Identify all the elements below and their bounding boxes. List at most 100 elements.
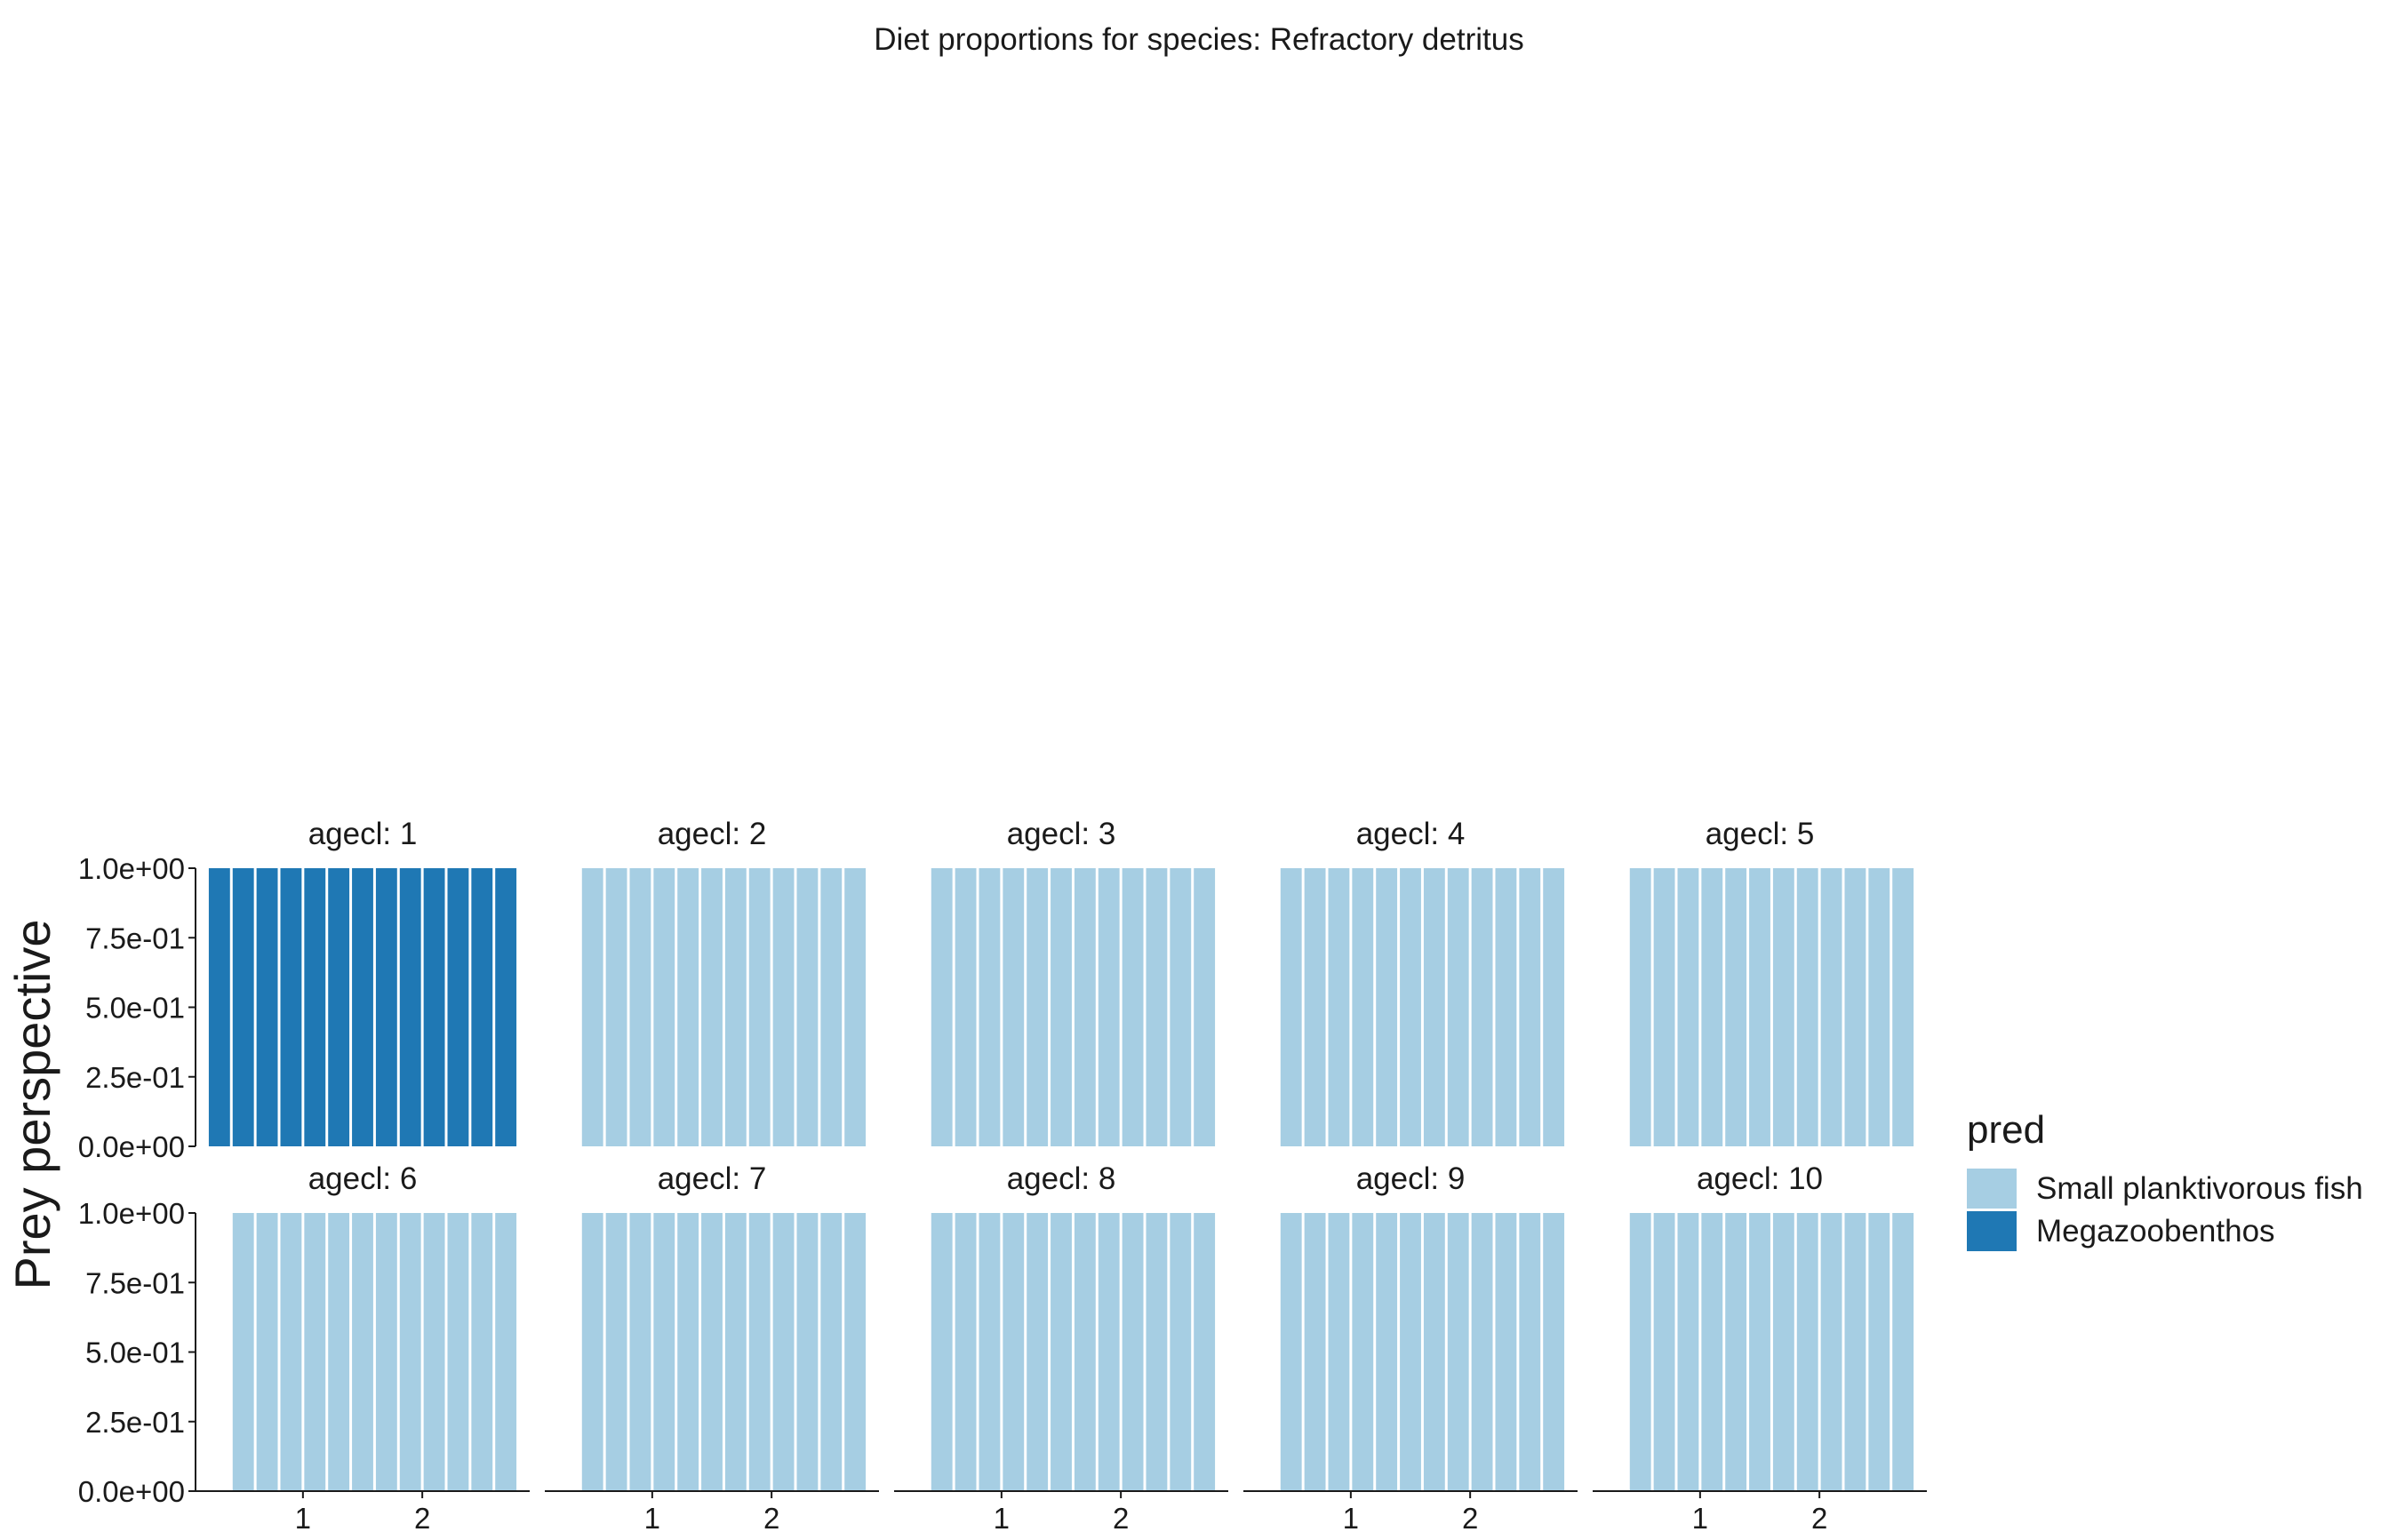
facet-panel: agecl: 1 0.0e+00 2.5e-01 5.0e-01 7.5e-01 1.0e… bbox=[78, 817, 517, 1163]
bar bbox=[208, 868, 230, 1146]
bar bbox=[1725, 1213, 1747, 1491]
bar bbox=[1304, 868, 1326, 1146]
bar bbox=[1820, 1213, 1842, 1491]
bar bbox=[256, 1213, 278, 1491]
bar bbox=[1820, 868, 1842, 1146]
bar bbox=[955, 1213, 977, 1491]
facet-strip-label: agecl: 5 bbox=[1706, 817, 1815, 851]
bar bbox=[1653, 1213, 1675, 1491]
facet-strip-label: agecl: 9 bbox=[1356, 1161, 1466, 1196]
bar bbox=[1170, 1213, 1192, 1491]
bar bbox=[1328, 868, 1350, 1146]
bar bbox=[1653, 868, 1675, 1146]
legend-item: Small planktivorous fish bbox=[1967, 1169, 2363, 1209]
x-tick-label: 2 bbox=[1462, 1502, 1478, 1535]
bar bbox=[931, 868, 953, 1146]
bar bbox=[1471, 1213, 1493, 1491]
bar bbox=[423, 1213, 445, 1491]
bar bbox=[1543, 868, 1565, 1146]
bar bbox=[304, 868, 326, 1146]
bar bbox=[1352, 1213, 1374, 1491]
facet-strip-label: agecl: 6 bbox=[308, 1161, 418, 1196]
bar bbox=[1495, 868, 1517, 1146]
bar bbox=[724, 868, 747, 1146]
chart-title: Diet proportions for species: Refractory… bbox=[874, 22, 1523, 57]
y-axis-label: Prey perspective bbox=[4, 919, 60, 1289]
bar bbox=[677, 868, 699, 1146]
bar bbox=[1074, 868, 1096, 1146]
bar bbox=[605, 1213, 627, 1491]
bar bbox=[1400, 1213, 1421, 1491]
bar bbox=[1328, 1213, 1350, 1491]
bar bbox=[1629, 1213, 1651, 1491]
bar bbox=[1098, 868, 1120, 1146]
bar bbox=[748, 868, 771, 1146]
bar bbox=[1304, 1213, 1326, 1491]
bar bbox=[629, 868, 651, 1146]
bar bbox=[1677, 1213, 1699, 1491]
bar bbox=[724, 1213, 747, 1491]
facet-panels: agecl: 1 0.0e+00 2.5e-01 5.0e-01 7.5e-01 1.0e… bbox=[78, 817, 1927, 1535]
y-tick-label: 0.0e+00 bbox=[78, 1475, 185, 1508]
bar bbox=[1772, 1213, 1794, 1491]
bar bbox=[375, 1213, 397, 1491]
facet-strip-label: agecl: 10 bbox=[1697, 1161, 1823, 1196]
bar bbox=[1376, 1213, 1398, 1491]
x-tick-label: 2 bbox=[414, 1502, 430, 1535]
y-tick-label: 5.0e-01 bbox=[85, 992, 185, 1025]
legend: pred Small planktivorous fish Megazoobent… bbox=[1967, 1108, 2363, 1251]
bar bbox=[328, 868, 350, 1146]
bar bbox=[256, 868, 278, 1146]
bar bbox=[931, 1213, 953, 1491]
bar bbox=[1400, 868, 1421, 1146]
x-tick-label: 1 bbox=[295, 1502, 311, 1535]
facet-strip-label: agecl: 3 bbox=[1007, 817, 1116, 851]
y-tick-label: 2.5e-01 bbox=[85, 1406, 185, 1439]
y-tick-label: 7.5e-01 bbox=[85, 922, 185, 954]
bar bbox=[1051, 1213, 1072, 1491]
bar bbox=[495, 868, 517, 1146]
y-tick-label: 7.5e-01 bbox=[85, 1266, 185, 1299]
facet-panel: agecl: 7 1 2 bbox=[545, 1161, 879, 1535]
bar bbox=[748, 1213, 771, 1491]
bar bbox=[979, 1213, 1001, 1491]
bar bbox=[1543, 1213, 1565, 1491]
x-tick-label: 1 bbox=[1343, 1502, 1359, 1535]
bar bbox=[1146, 1213, 1168, 1491]
facet-panel: agecl: 9 1 2 bbox=[1243, 1161, 1578, 1535]
facet-panel: agecl: 2 bbox=[581, 817, 867, 1146]
bar bbox=[1796, 1213, 1818, 1491]
bar bbox=[979, 868, 1001, 1146]
bar bbox=[471, 1213, 493, 1491]
bar bbox=[1772, 868, 1794, 1146]
bar bbox=[447, 1213, 469, 1491]
bar bbox=[1701, 1213, 1723, 1491]
bar bbox=[1447, 868, 1469, 1146]
legend-item: Megazoobenthos bbox=[1967, 1211, 2275, 1251]
bar bbox=[1892, 868, 1914, 1146]
bar bbox=[796, 868, 819, 1146]
bar bbox=[1122, 868, 1144, 1146]
bar bbox=[1122, 1213, 1144, 1491]
y-tick-label: 5.0e-01 bbox=[85, 1337, 185, 1369]
bar bbox=[1352, 868, 1374, 1146]
bar bbox=[820, 1213, 843, 1491]
bar bbox=[232, 1213, 254, 1491]
x-tick-label: 1 bbox=[644, 1502, 660, 1535]
bar bbox=[677, 1213, 699, 1491]
bar bbox=[1701, 868, 1723, 1146]
bar bbox=[772, 868, 795, 1146]
bar bbox=[1194, 868, 1216, 1146]
x-tick-label: 1 bbox=[994, 1502, 1010, 1535]
bar bbox=[1749, 1213, 1770, 1491]
bar bbox=[1844, 868, 1866, 1146]
bar bbox=[581, 1213, 603, 1491]
bar bbox=[1074, 1213, 1096, 1491]
bar bbox=[304, 1213, 326, 1491]
bar bbox=[1376, 868, 1398, 1146]
bar bbox=[447, 868, 469, 1146]
y-tick-label: 1.0e+00 bbox=[78, 1197, 185, 1230]
bar bbox=[1519, 868, 1541, 1146]
bar bbox=[844, 868, 867, 1146]
